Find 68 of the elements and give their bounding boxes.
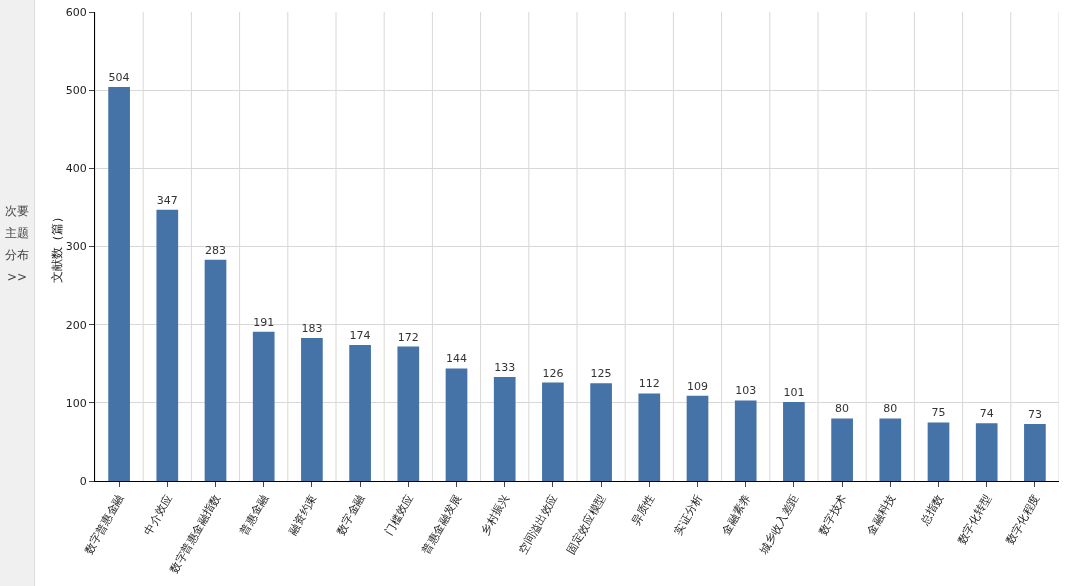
data-label: 126 — [542, 366, 564, 380]
bar — [542, 382, 564, 481]
data-label: 109 — [687, 379, 709, 393]
data-label: 80 — [883, 402, 898, 416]
bar — [493, 377, 516, 481]
bar — [879, 418, 902, 481]
data-label: 74 — [979, 407, 994, 421]
x-tick-label: 异质性 — [628, 492, 657, 528]
x-tick-label: 融资约束 — [286, 492, 320, 538]
x-tick-label: 总指数 — [917, 492, 946, 529]
bar — [783, 402, 805, 481]
y-tick-label: 400 — [65, 162, 87, 176]
x-tick-label: 数字化转型 — [955, 492, 995, 547]
x-tick-label: 实证分析 — [671, 492, 705, 538]
data-label: 172 — [397, 330, 419, 344]
bar — [734, 400, 757, 481]
data-label: 183 — [301, 321, 323, 335]
data-label: 174 — [349, 328, 371, 342]
x-tick-label: 金融科技 — [864, 492, 898, 538]
bar — [1024, 423, 1046, 481]
y-tick-label: 500 — [65, 84, 87, 98]
bar — [975, 423, 998, 481]
x-tick-label: 普惠金融 — [237, 492, 272, 538]
x-tick-label: 金融素养 — [719, 492, 754, 538]
y-axis-title: 文献数（篇） — [49, 210, 64, 283]
data-label: 504 — [108, 71, 130, 85]
data-label: 347 — [156, 193, 178, 207]
data-label: 73 — [1027, 407, 1042, 421]
data-label: 191 — [253, 315, 275, 329]
data-label: 101 — [783, 386, 805, 400]
bar — [638, 393, 661, 481]
y-tick-label: 100 — [65, 396, 87, 410]
x-tick-label: 固定效应模型 — [564, 492, 609, 557]
x-tick-label: 数字技术 — [816, 492, 850, 538]
bar — [686, 395, 709, 481]
x-tick-label: 数字普惠金融 — [82, 492, 127, 557]
data-label: 283 — [205, 243, 227, 257]
x-tick-label: 门槛效应 — [382, 492, 416, 538]
bar — [445, 368, 468, 481]
y-tick-label: 600 — [65, 5, 87, 19]
bar — [831, 418, 853, 481]
bar — [349, 344, 371, 481]
bar — [927, 422, 950, 481]
bar — [252, 331, 275, 481]
data-label: 144 — [446, 352, 468, 366]
x-tick-label: 乡村振兴 — [478, 492, 513, 538]
data-label: 112 — [638, 377, 660, 391]
data-label: 80 — [835, 402, 850, 416]
x-tick-label: 中介效应 — [141, 492, 175, 538]
y-tick-label: 0 — [79, 474, 87, 488]
bar — [397, 346, 420, 481]
bar — [156, 209, 179, 481]
data-label: 125 — [590, 367, 612, 381]
x-tick-label: 数字化程度 — [1003, 492, 1043, 547]
x-tick-label: 普惠金融发展 — [419, 492, 464, 557]
bar — [301, 337, 323, 481]
data-label: 133 — [494, 361, 516, 375]
x-tick-label: 城乡收入差距 — [756, 492, 802, 557]
bar — [204, 259, 227, 481]
y-tick-label: 200 — [65, 318, 87, 332]
data-label: 103 — [735, 384, 757, 398]
y-tick-label: 300 — [65, 240, 87, 254]
data-label: 75 — [931, 406, 946, 420]
x-tick-label: 数字金融 — [334, 492, 368, 538]
side-panel: 次要主题分布 >> — [0, 0, 35, 586]
bar — [108, 87, 130, 481]
bar — [590, 383, 612, 481]
x-tick-label: 空间溢出效应 — [516, 492, 561, 557]
